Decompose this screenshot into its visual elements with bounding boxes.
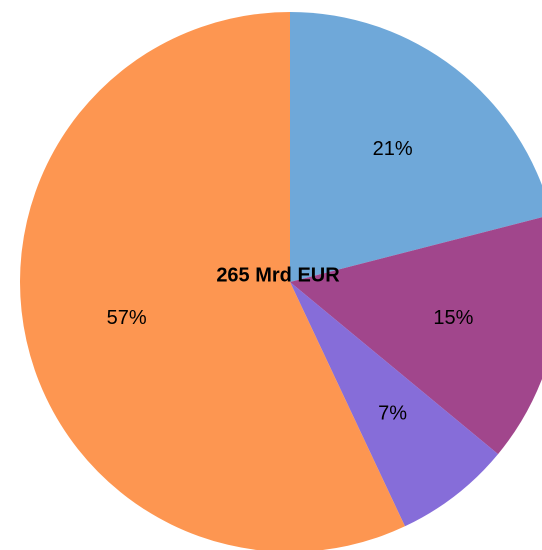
pie	[20, 12, 542, 550]
data-label: 15%	[433, 307, 473, 329]
data-label: 7%	[378, 403, 407, 425]
chart-title: 265 Mrd EUR	[216, 264, 340, 286]
data-label: 57%	[107, 307, 147, 329]
pie-slice	[290, 12, 542, 282]
pie-slice	[290, 217, 542, 455]
data-label: 21%	[373, 138, 413, 160]
pie-slice	[20, 12, 405, 550]
pie-slice	[290, 282, 499, 527]
